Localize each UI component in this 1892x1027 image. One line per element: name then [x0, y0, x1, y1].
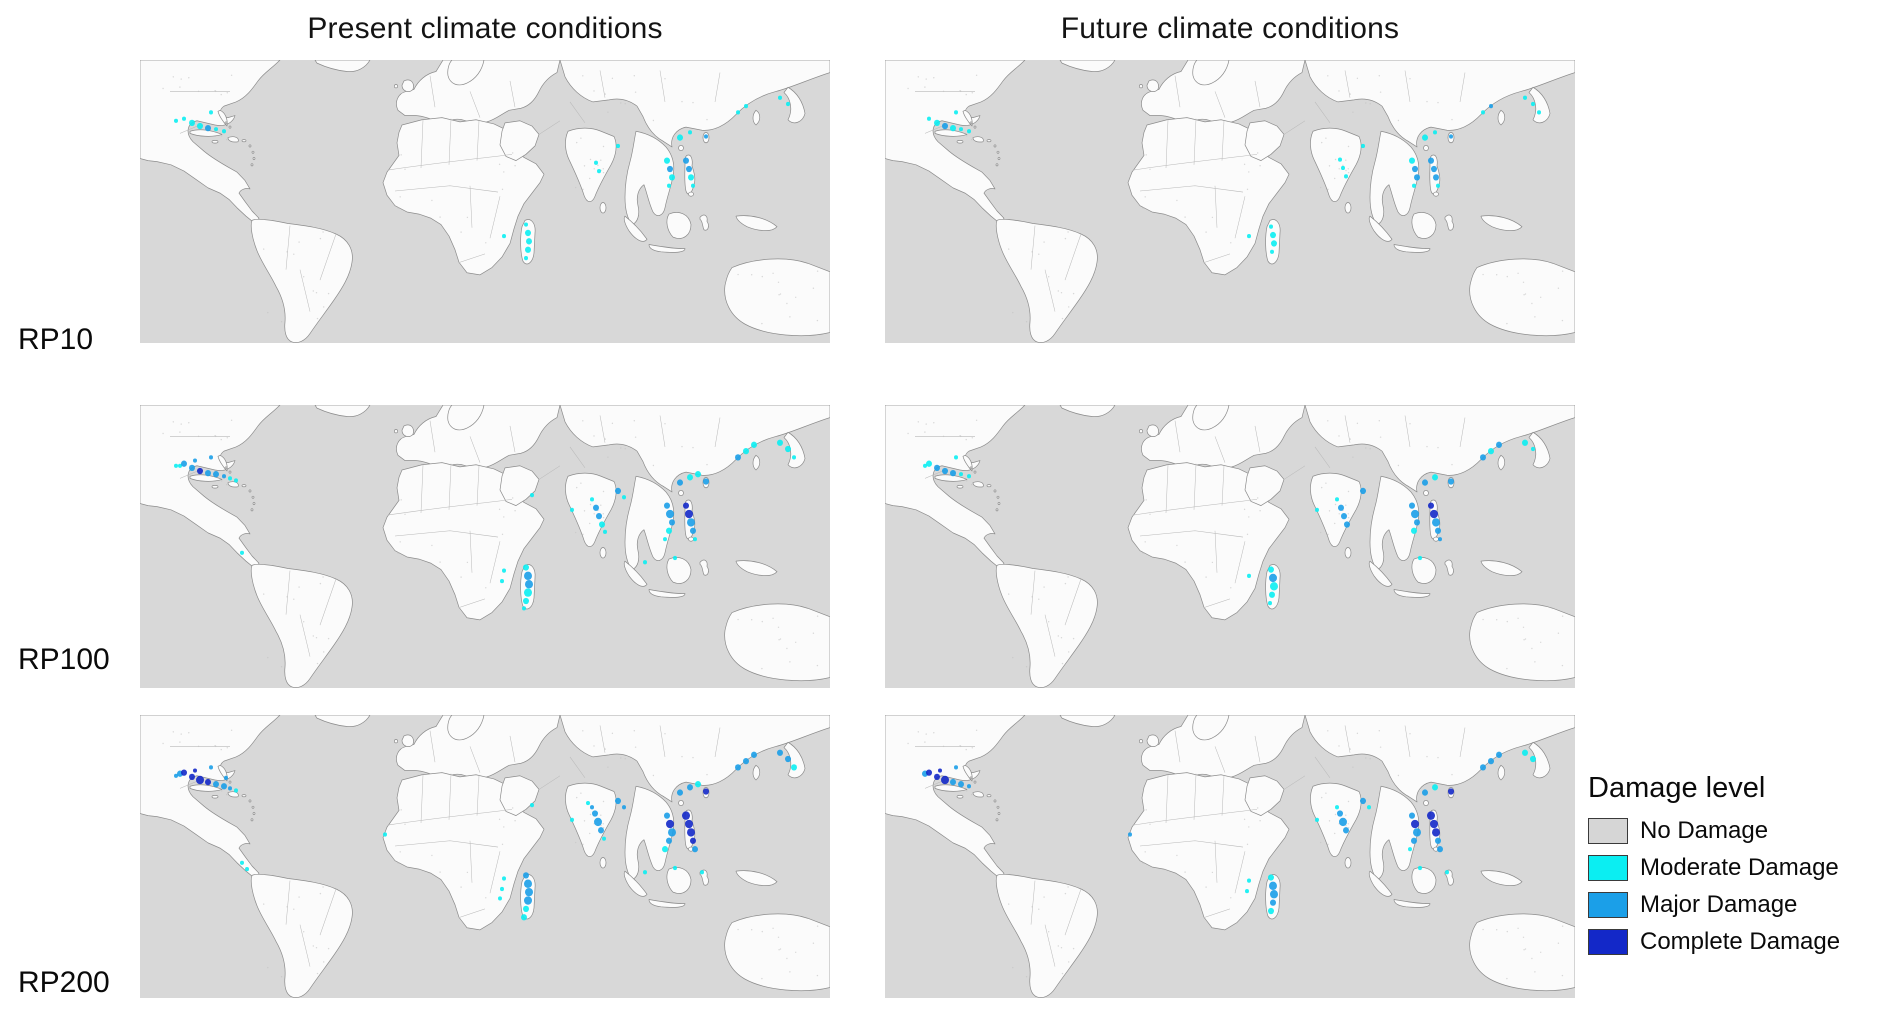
- legend-label: Moderate Damage: [1640, 854, 1839, 881]
- row-label-rp100: RP100: [18, 643, 110, 676]
- no-damage-swatch: [1588, 818, 1628, 844]
- damage-overlay: [174, 95, 790, 261]
- damage-overlay: [174, 439, 796, 611]
- legend-label: No Damage: [1640, 817, 1769, 844]
- map-rp100-future: [885, 405, 1575, 688]
- column-header-present: Present climate conditions: [307, 12, 663, 45]
- damage-legend: Damage level No Damage Moderate Damage M…: [1588, 772, 1888, 965]
- legend-label: Major Damage: [1640, 891, 1798, 918]
- legend-item-complete-damage: Complete Damage: [1588, 928, 1888, 956]
- damage-overlay: [922, 749, 1536, 915]
- complete-damage-swatch: [1588, 929, 1628, 955]
- map-rp100-present: [140, 405, 830, 688]
- damage-overlay: [923, 439, 1535, 606]
- legend-item-moderate-damage: Moderate Damage: [1588, 854, 1888, 882]
- damage-overlay: [927, 95, 1541, 254]
- map-rp200-present: [140, 715, 830, 998]
- moderate-damage-swatch: [1588, 855, 1628, 881]
- map-rp200-future: [885, 715, 1575, 998]
- row-label-rp200: RP200: [18, 966, 110, 999]
- legend-item-no-damage: No Damage: [1588, 817, 1888, 845]
- row-label-rp10: RP10: [18, 323, 94, 356]
- map-rp10-future: [885, 60, 1575, 343]
- legend-item-major-damage: Major Damage: [1588, 891, 1888, 919]
- legend-label: Complete Damage: [1640, 928, 1841, 955]
- map-rp10-present: [140, 60, 830, 343]
- column-header-future: Future climate conditions: [1060, 12, 1400, 45]
- damage-overlay: [174, 749, 797, 921]
- major-damage-swatch: [1588, 892, 1628, 918]
- legend-title: Damage level: [1588, 772, 1766, 804]
